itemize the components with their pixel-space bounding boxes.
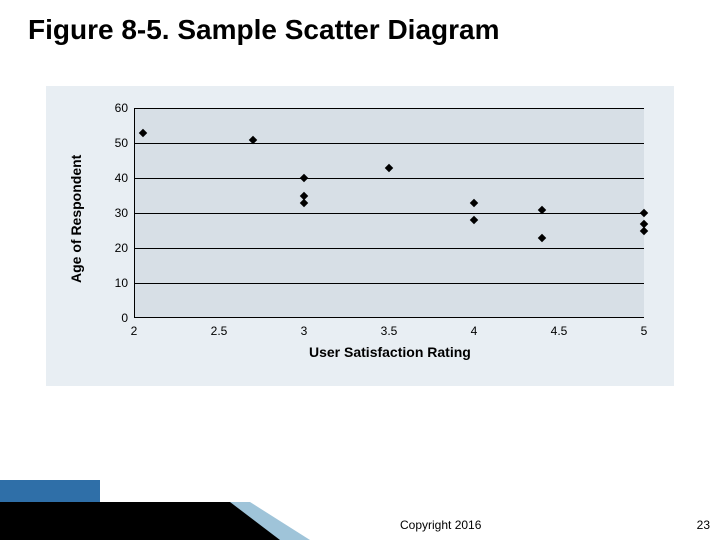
x-tick-label: 5 xyxy=(624,324,664,338)
x-tick-label: 3.5 xyxy=(369,324,409,338)
plot-area xyxy=(134,108,644,318)
x-tick-label: 4.5 xyxy=(539,324,579,338)
footer-source: Information Technology Project Managemen… xyxy=(8,509,159,534)
figure-title: Figure 8-5. Sample Scatter Diagram xyxy=(28,14,500,46)
data-point xyxy=(470,216,478,224)
gridline xyxy=(134,143,644,144)
y-tick-label: 0 xyxy=(100,311,128,325)
gridline xyxy=(134,213,644,214)
data-point xyxy=(385,163,393,171)
x-axis-label: User Satisfaction Rating xyxy=(309,344,471,360)
footer-copyright: Copyright 2016 xyxy=(400,518,481,532)
x-axis xyxy=(134,317,644,318)
x-tick-label: 2 xyxy=(114,324,154,338)
y-axis-label: Age of Respondent xyxy=(68,155,84,283)
chart-panel: Age of Respondent User Satisfaction Rati… xyxy=(46,86,674,386)
x-tick-label: 2.5 xyxy=(199,324,239,338)
data-point xyxy=(470,198,478,206)
x-tick-label: 4 xyxy=(454,324,494,338)
gridline xyxy=(134,178,644,179)
y-tick-label: 40 xyxy=(100,171,128,185)
data-point xyxy=(640,209,648,217)
y-tick-label: 50 xyxy=(100,136,128,150)
data-point xyxy=(138,128,146,136)
footer-line2: Management, Eighth Edition xyxy=(8,521,146,533)
data-point xyxy=(300,174,308,182)
gridline xyxy=(134,283,644,284)
data-point xyxy=(300,198,308,206)
footer-line1: Information Technology Project xyxy=(8,509,159,521)
data-point xyxy=(640,226,648,234)
data-point xyxy=(538,233,546,241)
gridline xyxy=(134,248,644,249)
gridline xyxy=(134,108,644,109)
slide: Figure 8-5. Sample Scatter Diagram Age o… xyxy=(0,0,720,540)
y-tick-label: 10 xyxy=(100,276,128,290)
y-tick-label: 20 xyxy=(100,241,128,255)
x-tick-label: 3 xyxy=(284,324,324,338)
y-tick-label: 60 xyxy=(100,101,128,115)
y-tick-label: 30 xyxy=(100,206,128,220)
page-number: 23 xyxy=(697,518,710,532)
